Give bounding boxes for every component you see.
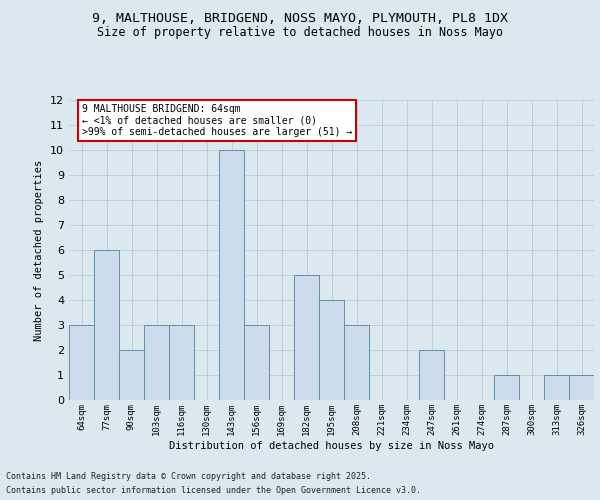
Bar [344,325,369,400]
Bar [169,325,194,400]
Bar [94,250,119,400]
Text: Contains HM Land Registry data © Crown copyright and database right 2025.: Contains HM Land Registry data © Crown c… [6,472,371,481]
Bar [494,375,519,400]
Bar [244,325,269,400]
Bar [119,350,144,400]
Y-axis label: Number of detached properties: Number of detached properties [34,160,44,340]
Text: Contains public sector information licensed under the Open Government Licence v3: Contains public sector information licen… [6,486,421,495]
Bar [294,275,319,400]
Bar [419,350,444,400]
X-axis label: Distribution of detached houses by size in Noss Mayo: Distribution of detached houses by size … [169,440,494,450]
Bar [319,300,344,400]
Text: Size of property relative to detached houses in Noss Mayo: Size of property relative to detached ho… [97,26,503,39]
Bar [544,375,569,400]
Bar [569,375,594,400]
Text: 9 MALTHOUSE BRIDGEND: 64sqm
← <1% of detached houses are smaller (0)
>99% of sem: 9 MALTHOUSE BRIDGEND: 64sqm ← <1% of det… [82,104,352,137]
Text: 9, MALTHOUSE, BRIDGEND, NOSS MAYO, PLYMOUTH, PL8 1DX: 9, MALTHOUSE, BRIDGEND, NOSS MAYO, PLYMO… [92,12,508,26]
Bar [69,325,94,400]
Bar [219,150,244,400]
Bar [144,325,169,400]
